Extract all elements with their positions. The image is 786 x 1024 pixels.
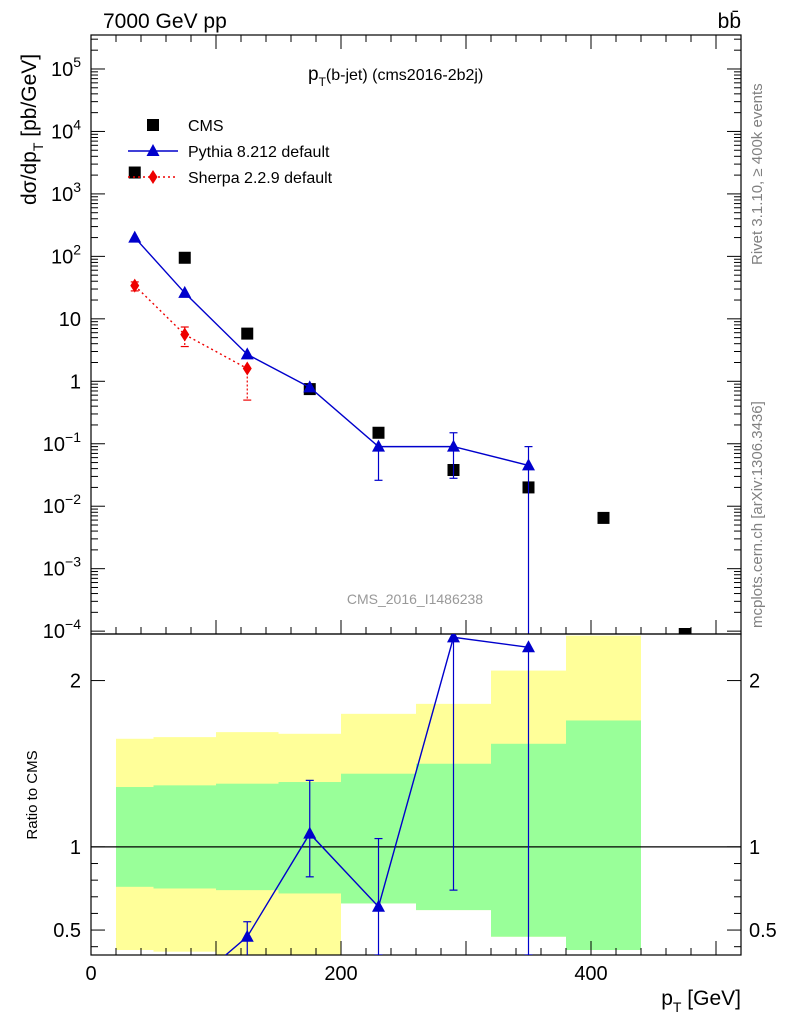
uncertainty-bands [116,635,641,955]
series-diamond [130,278,252,401]
legend-label: CMS [188,118,224,135]
legend: CMS Pythia 8.212 default Sherpa 2.2.9 defa… [128,118,333,187]
data-point [241,327,254,340]
ratio-point [447,634,460,643]
y-tick-label: 1 [70,371,81,393]
data-point [303,380,317,393]
ratio-point [303,826,317,839]
green-band-bin [566,720,641,951]
y-tick-label: 103 [51,179,81,206]
ratio-y-tick-label: 0.5 [53,920,81,942]
x-tick-label: 0 [85,963,96,985]
legend-marker [148,170,158,184]
x-axis-title: pT [GeV] [661,987,741,1015]
legend-marker [146,144,160,156]
data-point [447,439,460,452]
series-line [134,285,248,370]
data-point [178,285,192,298]
y-tick-label: 104 [51,116,81,143]
y-tick-label: 10−4 [43,616,81,643]
data-point [178,251,191,264]
series-square [128,166,691,634]
data-point [180,327,190,342]
data-point [128,230,142,243]
y-tick-label: 105 [51,54,81,81]
source-label: mcplots.cern.ch [arXiv:1306.3436] [749,401,766,628]
y-tick-label: 10−1 [43,429,81,456]
ratio-y-tick-label-right: 1 [749,837,760,859]
ratio-y-tick-label: 2 [70,671,81,693]
x-tick-label: 400 [574,963,607,985]
data-point [522,458,535,471]
ratio-y-tick-label-right: 0.5 [749,920,777,942]
green-band-bin [153,785,216,889]
green-band-bin [116,787,154,887]
data-point [240,347,254,360]
y-tick-label: 10−2 [43,491,81,518]
legend-label: Pythia 8.212 default [188,144,330,161]
ratio-series [224,634,535,955]
ratio-y-tick-label-right: 2 [749,671,760,693]
data-point [130,278,140,293]
data-point [372,426,385,439]
green-band-bin [216,783,279,891]
data-point [242,361,252,376]
data-point [678,628,691,634]
data-point [597,511,610,524]
plot-title: pT(b-jet) (cms2016-2b2j) [308,64,483,89]
ratio-point [372,899,385,912]
ratio-y-axis-title: Ratio to CMS [24,750,41,839]
analysis-watermark: CMS_2016_I1486238 [347,591,483,607]
series-line [134,237,529,467]
rivet-label: Rivet 3.1.10, ≥ 400k events [749,83,766,265]
header-left: 7000 GeV pp [103,10,227,33]
ratio-point [522,640,535,653]
legend-marker [147,119,159,131]
y-axis-title: dσ/dpT [pb/GeV] [18,54,46,205]
y-tick-label: 10 [59,309,81,331]
data-point [128,166,141,179]
data-point [372,439,385,452]
series-triangle [128,230,535,634]
y-tick-label: 10−3 [43,554,81,581]
ratio-point [240,929,254,942]
ratio-plot-panel: 0 200 400 pT [GeV] 0.5 0.5 1 1 2 2 Ratio to CMS [24,35,777,1015]
y-tick-label: 102 [51,241,81,268]
legend-label: Sherpa 2.2.9 default [188,170,333,187]
ratio-y-tick-label: 1 [70,837,81,859]
header-right: bb̄ [718,10,741,33]
x-tick-label: 200 [324,963,357,985]
